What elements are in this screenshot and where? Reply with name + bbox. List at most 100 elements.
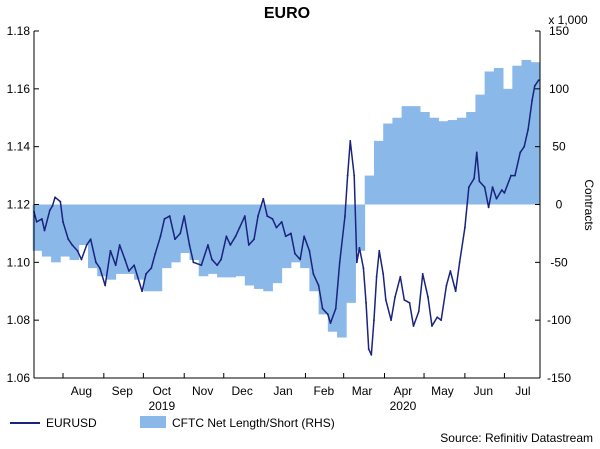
right-tick-label: 50: [552, 140, 566, 154]
left-tick-label: 1.08: [7, 313, 31, 327]
eurusd-point: [449, 270, 452, 272]
eurusd-point: [275, 226, 278, 229]
cftc-bar: [373, 140, 384, 205]
cftc-bar: [456, 117, 467, 205]
eurusd-point: [216, 264, 219, 267]
eurusd-point: [436, 316, 439, 319]
eurusd-point: [85, 244, 88, 246]
eurusd-point: [145, 273, 147, 275]
eurusd-point: [98, 267, 101, 270]
left-tick-label: 1.10: [7, 255, 31, 269]
eurusd-point: [62, 220, 64, 223]
eurusd-point: [358, 246, 361, 249]
cftc-bar: [124, 204, 135, 274]
eurusd-point: [299, 258, 302, 261]
month-label: Feb: [314, 384, 335, 398]
eurusd-point: [384, 299, 387, 301]
eurusd-point: [334, 307, 337, 310]
eurusd-point: [280, 220, 283, 223]
month-label: Jun: [474, 384, 493, 398]
eurusd-point: [159, 235, 162, 238]
cftc-bar: [355, 204, 366, 251]
eurusd-point: [89, 238, 92, 241]
cftc-bar: [207, 204, 218, 274]
eurusd-point: [154, 252, 157, 255]
month-label: Oct: [152, 384, 171, 398]
cftc-bar: [484, 71, 495, 205]
eurusd-point: [403, 299, 406, 301]
right-tick-label: 0: [556, 198, 563, 212]
eurusd-point: [440, 319, 443, 322]
eurusd-point: [475, 151, 478, 154]
eurusd-point: [41, 218, 43, 220]
eurusd-point: [491, 186, 494, 189]
eurusd-point: [399, 275, 402, 278]
cftc-bar: [493, 68, 504, 205]
cftc-bar: [78, 204, 89, 245]
eurusd-point: [238, 226, 241, 229]
eurusd-point: [71, 244, 74, 246]
eurusd-point: [229, 244, 232, 246]
cftc-bar: [115, 204, 126, 274]
cftc-bar: [69, 204, 80, 261]
eurusd-point: [375, 275, 378, 278]
cftc-bar: [51, 204, 61, 263]
eurusd-point: [127, 270, 130, 272]
cftc-bar: [346, 204, 356, 303]
eurusd-point: [326, 313, 329, 316]
chart-title: EURO: [264, 5, 310, 22]
eurusd-point: [80, 258, 83, 261]
eurusd-point: [454, 290, 457, 293]
eurusd-point: [59, 200, 62, 203]
legend-area-swatch: [140, 416, 166, 428]
cftc-bar: [438, 121, 449, 205]
cftc-area-series: [32, 59, 541, 338]
eurusd-point: [346, 174, 349, 177]
right-tick-label: -150: [547, 371, 571, 385]
cftc-bar: [171, 204, 181, 263]
left-tick-label: 1.14: [7, 140, 31, 154]
eurusd-point: [168, 215, 171, 217]
cftc-bar: [226, 204, 237, 278]
eurusd-point: [253, 238, 255, 241]
right-tick-label: -100: [547, 313, 571, 327]
cftc-bar: [41, 204, 52, 257]
right-tick-label: -50: [550, 255, 568, 269]
right-axis-label: Contracts: [582, 179, 596, 230]
eurusd-point: [495, 197, 498, 200]
eurusd-point: [412, 325, 415, 327]
eurusd-point: [104, 284, 107, 287]
cftc-bar: [327, 204, 338, 332]
eurusd-point: [514, 174, 516, 177]
eurusd-point: [338, 261, 341, 264]
cftc-bar: [143, 204, 153, 292]
cftc-bar: [447, 120, 458, 205]
cftc-bar: [88, 204, 98, 269]
cftc-bar: [32, 204, 43, 251]
eurusd-line-series: [33, 79, 540, 356]
cftc-bar: [530, 62, 541, 205]
eurusd-point: [458, 261, 461, 264]
cftc-bar: [217, 204, 227, 278]
eurusd-point: [124, 258, 126, 261]
eurusd-point: [192, 261, 195, 264]
eurusd-point: [262, 197, 265, 200]
left-axis-ticks: 1.06 1.08 1.10 1.12 1.14 1.16 1.18: [7, 24, 39, 385]
eurusd-point: [445, 284, 448, 287]
cftc-bar: [198, 204, 209, 277]
legend-label-eurusd: EURUSD: [46, 416, 97, 430]
eurusd-point: [207, 244, 209, 246]
cftc-bar: [235, 204, 246, 277]
eurusd-point: [362, 267, 365, 270]
eurusd-point: [378, 249, 381, 252]
eurusd-point: [118, 244, 121, 246]
eurusd-point: [290, 232, 292, 235]
eurusd-point: [284, 235, 287, 238]
left-tick-label: 1.12: [7, 198, 31, 212]
right-axis-ticks: -150 -100 -50 0 50 100 150: [535, 24, 571, 385]
cftc-bar: [401, 106, 412, 205]
eurusd-point: [373, 319, 375, 322]
eurusd-point: [303, 235, 306, 238]
eurusd-point: [421, 273, 424, 275]
eurusd-point: [408, 301, 411, 304]
